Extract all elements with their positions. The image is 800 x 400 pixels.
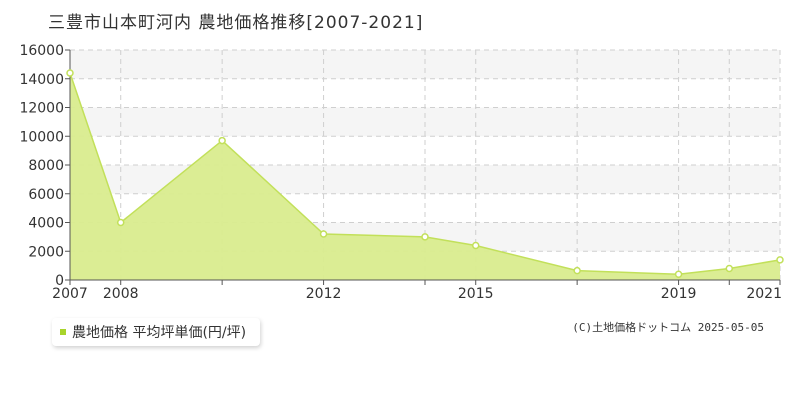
y-tick-label: 16000 bbox=[19, 43, 64, 59]
data-line bbox=[69, 72, 781, 276]
data-point bbox=[471, 241, 480, 250]
data-point bbox=[319, 230, 328, 238]
y-tick-label: 6000 bbox=[28, 187, 64, 203]
x-tick-labels: 2007 2008 2012 2015 2019 2021 bbox=[52, 286, 782, 302]
x-tick-label: 2015 bbox=[458, 286, 494, 302]
y-tick-label: 14000 bbox=[19, 72, 64, 88]
y-tick-label: 8000 bbox=[28, 158, 64, 174]
data-point bbox=[573, 266, 581, 275]
y-tick-label: 12000 bbox=[19, 101, 64, 117]
chart-title: 三豊市山本町河内 農地価格推移[2007-2021] bbox=[48, 13, 424, 33]
data-point bbox=[776, 256, 784, 264]
y-tick-label: 10000 bbox=[19, 129, 64, 145]
y-tick-label: 0 bbox=[55, 273, 64, 289]
legend-swatch bbox=[60, 329, 66, 335]
data-points bbox=[66, 69, 784, 278]
y-tick-label: 2000 bbox=[28, 244, 64, 260]
axes bbox=[65, 49, 781, 285]
x-tick-label: 2008 bbox=[103, 286, 139, 302]
x-tick-label: 2019 bbox=[661, 286, 697, 302]
data-point bbox=[218, 136, 226, 145]
legend: 農地価格 平均坪単価(円/坪) bbox=[52, 318, 261, 346]
y-tick-label: 4000 bbox=[28, 216, 64, 232]
x-tick-label: 2007 bbox=[52, 286, 88, 302]
data-point bbox=[674, 270, 683, 278]
data-area bbox=[70, 73, 780, 280]
copyright-text: (C)土地価格ドットコム 2025-05-05 bbox=[572, 321, 764, 334]
data-point bbox=[421, 233, 429, 241]
legend-label: 農地価格 平均坪単価(円/坪) bbox=[72, 325, 247, 341]
data-point bbox=[66, 69, 74, 77]
y-tick-labels: 0 2000 4000 6000 8000 10000 12000 14000 16000 bbox=[19, 43, 64, 289]
data-point bbox=[116, 218, 125, 227]
data-point bbox=[725, 264, 734, 273]
x-tick-label: 2012 bbox=[306, 286, 342, 302]
x-tick-label: 2021 bbox=[746, 286, 782, 302]
